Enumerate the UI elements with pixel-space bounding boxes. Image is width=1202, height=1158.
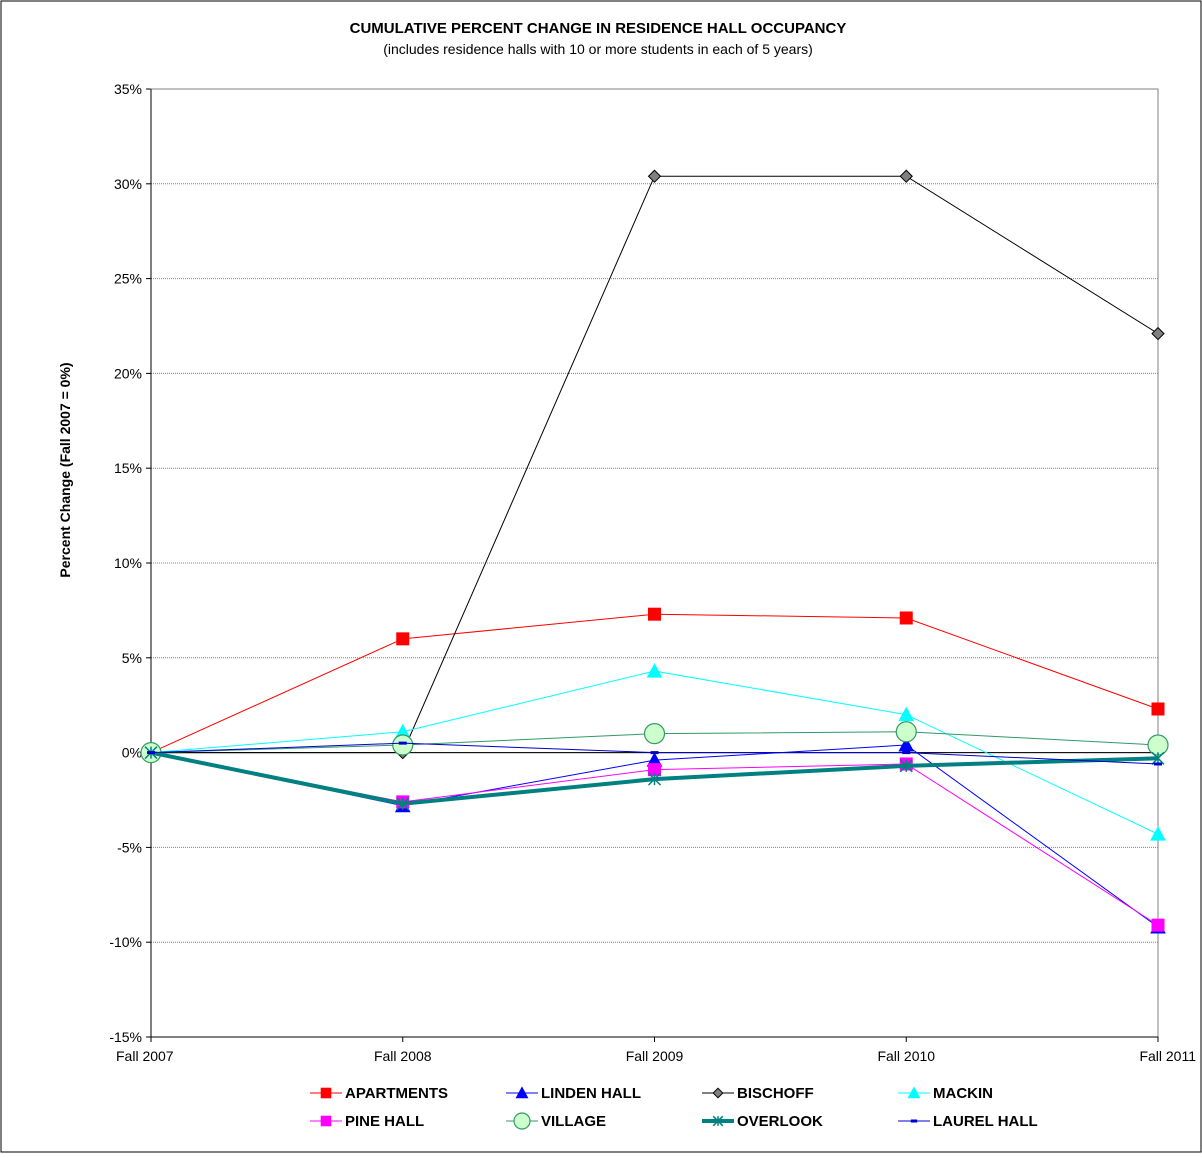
data-point-apartments bbox=[1151, 702, 1165, 716]
x-tick-label: Fall 2008 bbox=[374, 1048, 432, 1064]
y-tick-label: 10% bbox=[114, 555, 142, 571]
data-point-apartments bbox=[648, 607, 661, 621]
y-tick-label: 0% bbox=[122, 745, 142, 761]
legend-label: BISCHOFF bbox=[737, 1085, 814, 1102]
data-point-bischoff bbox=[647, 169, 662, 183]
y-tick-label: 30% bbox=[114, 176, 142, 192]
series-layer bbox=[140, 169, 1169, 934]
legend-item-pine-hall: PINE HALL bbox=[310, 1113, 424, 1130]
data-point-bischoff bbox=[1151, 326, 1165, 341]
data-point-pine-hall bbox=[1151, 918, 1165, 932]
data-point-apartments bbox=[396, 632, 410, 646]
data-point-apartments bbox=[899, 611, 913, 625]
legend-label: LAUREL HALL bbox=[933, 1113, 1038, 1130]
series-laurel-hall bbox=[147, 741, 1162, 766]
data-point-mackin bbox=[1150, 826, 1166, 841]
data-point-village bbox=[895, 721, 917, 743]
legend-marker bbox=[320, 1115, 332, 1127]
axes: 35% 30% 25% 20% 15% 10% 5% 0% -5% -10% -15% Fall 20… bbox=[109, 81, 1196, 1064]
data-point-village bbox=[643, 723, 666, 745]
data-point-bischoff bbox=[899, 169, 913, 183]
data-point-overlook bbox=[396, 797, 410, 811]
x-tick-label: Fall 2011 bbox=[1139, 1048, 1196, 1064]
legend-item-laurel-hall: LAUREL HALL bbox=[898, 1113, 1038, 1130]
y-tick-label: -5% bbox=[117, 839, 142, 855]
data-point-overlook bbox=[899, 759, 913, 773]
y-tick-label: -15% bbox=[109, 1029, 142, 1045]
legend-marker bbox=[712, 1087, 724, 1099]
x-tick-label: Fall 2010 bbox=[877, 1048, 935, 1064]
legend-label: OVERLOOK bbox=[737, 1113, 823, 1130]
chart-subtitle: (includes residence halls with 10 or mor… bbox=[383, 41, 813, 57]
data-point-mackin bbox=[898, 706, 915, 722]
plot-area bbox=[151, 89, 1158, 1037]
legend-marker bbox=[515, 1086, 529, 1099]
legend-item-apartments: APARTMENTS bbox=[310, 1085, 448, 1102]
legend-item-overlook: OVERLOOK bbox=[702, 1113, 823, 1130]
legend-marker bbox=[712, 1115, 724, 1127]
legend-label: VILLAGE bbox=[541, 1113, 606, 1130]
legend-item-bischoff: BISCHOFF bbox=[702, 1085, 814, 1102]
y-tick-label: 5% bbox=[122, 650, 142, 666]
legend-marker bbox=[320, 1087, 332, 1099]
legend-label: MACKIN bbox=[933, 1085, 993, 1102]
data-point-linden-hall bbox=[898, 736, 915, 752]
y-tick-label: 25% bbox=[114, 271, 142, 287]
chart-title: CUMULATIVE PERCENT CHANGE IN RESIDENCE H… bbox=[350, 20, 847, 37]
data-point-overlook bbox=[1151, 751, 1165, 765]
data-point-overlook bbox=[647, 772, 662, 786]
y-axis-label: Percent Change (Fall 2007 = 0%) bbox=[57, 362, 73, 577]
legend: APARTMENTS LINDEN HALL BISCHOFF MACKIN PINE … bbox=[310, 1085, 1038, 1130]
legend-marker bbox=[907, 1086, 921, 1099]
y-tick-label: 15% bbox=[114, 460, 142, 476]
legend-label: PINE HALL bbox=[345, 1113, 424, 1130]
legend-item-mackin: MACKIN bbox=[898, 1085, 993, 1102]
y-tick-label: 20% bbox=[114, 365, 142, 381]
series-overlook bbox=[144, 746, 1165, 811]
data-point-village bbox=[392, 734, 414, 756]
series-apartments bbox=[144, 607, 1165, 760]
legend-item-linden-hall: LINDEN HALL bbox=[506, 1085, 641, 1102]
y-tick-label: 35% bbox=[114, 81, 142, 97]
data-point-village bbox=[1147, 734, 1169, 756]
x-tick-label: Fall 2007 bbox=[116, 1048, 174, 1064]
legend-item-village: VILLAGE bbox=[506, 1112, 606, 1130]
y-tick-label: -10% bbox=[109, 934, 142, 950]
data-point-mackin bbox=[646, 663, 663, 678]
x-tick-label: Fall 2009 bbox=[626, 1048, 684, 1064]
legend-label: APARTMENTS bbox=[345, 1085, 448, 1102]
legend-label: LINDEN HALL bbox=[541, 1085, 641, 1102]
legend-marker bbox=[513, 1112, 531, 1130]
